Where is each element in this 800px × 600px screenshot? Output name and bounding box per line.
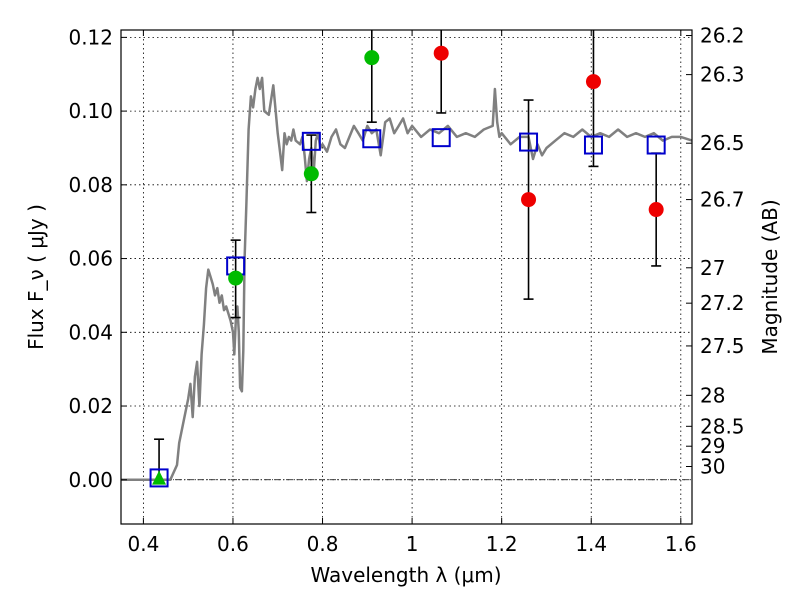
x-axis-label: Wavelength λ (μm): [310, 563, 501, 587]
x-tick-label: 1.6: [665, 532, 697, 556]
x-tick-label: 0.6: [217, 532, 249, 556]
model-band-marker: [431, 128, 451, 148]
x-tick-label: 0.4: [127, 532, 159, 556]
y-axis-label: Flux F_ν ( μJy ): [24, 204, 48, 350]
model-band-marker: [646, 135, 666, 155]
nondetection-marker: [648, 202, 664, 218]
tick-labels: 0.4 0.6 0.8 1 1.2 1.4 1.6 0.00 0.02 0.04 0.06 0.08 0…: [68, 24, 744, 556]
y2-tick-label: 26.2: [700, 24, 745, 48]
x-tick-label: 1.4: [575, 532, 607, 556]
x-tick-label: 1.2: [486, 532, 518, 556]
nondetection-marker: [433, 45, 449, 61]
y-tick-label: 0.12: [68, 25, 113, 49]
y2-tick-label: 27.2: [700, 291, 745, 315]
x-tick-label: 1: [406, 532, 419, 556]
y-tick-label: 0.06: [68, 247, 113, 271]
y-tick-label: 0.00: [68, 468, 113, 492]
nondetection-marker: [585, 74, 601, 90]
model-band-marker: [149, 468, 169, 488]
y2-axis-label: Magnitude (AB): [758, 199, 782, 354]
y2-tick-label: 29: [700, 434, 725, 458]
model-band-marker: [583, 135, 603, 155]
model-sed-line: [121, 76, 693, 482]
y2-tick-label: 28: [700, 383, 725, 407]
y2-tick-label: 27.5: [700, 334, 745, 358]
plot-frame: [120, 29, 693, 525]
axes: [120, 29, 693, 525]
y2-tick-label: 30: [700, 454, 725, 478]
detection-marker: [303, 166, 319, 182]
y-tick-label: 0.02: [68, 394, 113, 418]
model-band-marker: [301, 131, 321, 151]
model-band-marker: [519, 132, 539, 152]
y-tick-label: 0.04: [68, 320, 113, 344]
upper-limit-marker: [152, 470, 167, 485]
error-bars: [154, 30, 662, 479]
model-sed-layer: [121, 76, 693, 482]
y2-tick-label: 27: [700, 256, 725, 280]
grid: [121, 30, 692, 524]
x-tick-label: 0.8: [307, 532, 339, 556]
detection-marker: [228, 270, 244, 286]
model-band-marker: [362, 129, 382, 149]
y2-tick-label: 26.5: [700, 131, 745, 155]
y-tick-label: 0.10: [68, 99, 113, 123]
y2-tick-label: 26.3: [700, 63, 745, 87]
detection-marker: [364, 50, 380, 66]
nondetection-marker: [521, 192, 537, 208]
data-markers: [149, 45, 666, 488]
y2-tick-label: 28.5: [700, 414, 745, 438]
y2-tick-label: 26.7: [700, 188, 745, 212]
y-tick-label: 0.08: [68, 173, 113, 197]
